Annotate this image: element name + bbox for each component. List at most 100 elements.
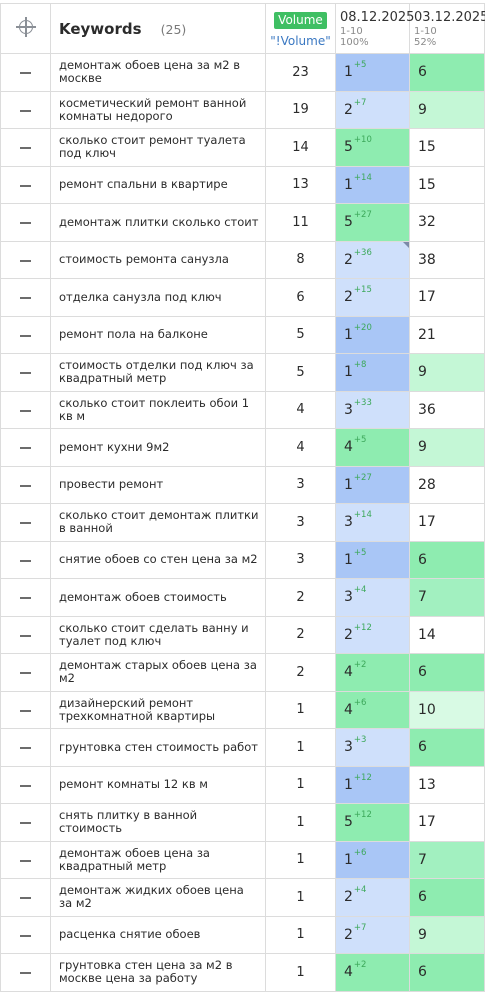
keyword-cell[interactable]: ремонт комнаты 12 кв м — [50, 765, 266, 804]
minus-icon[interactable] — [20, 747, 31, 750]
date-column-header-1[interactable]: 08.12.2025 1-10 100% — [335, 3, 414, 54]
exact-volume-toggle[interactable]: "!Volume" — [270, 34, 331, 48]
remove-cell[interactable] — [0, 615, 51, 654]
minus-icon[interactable] — [20, 709, 31, 712]
position-cell-date-2[interactable]: 6 — [409, 53, 485, 92]
position-cell-date-1[interactable]: 1+12 — [335, 765, 410, 804]
position-cell-date-1[interactable]: 5+12 — [335, 803, 410, 842]
minus-icon[interactable] — [20, 372, 31, 375]
keyword-cell[interactable]: ремонт пола на балконе — [50, 315, 266, 354]
remove-cell[interactable] — [0, 465, 51, 504]
minus-icon[interactable] — [20, 597, 31, 600]
position-cell-date-2[interactable]: 6 — [409, 653, 485, 692]
keyword-cell[interactable]: демонтаж плитки сколько стоит — [50, 203, 266, 242]
keyword-cell[interactable]: демонтаж обоев цена за м2 в москве — [50, 53, 266, 92]
position-cell-date-2[interactable]: 17 — [409, 278, 485, 317]
position-cell-date-1[interactable]: 1+8 — [335, 353, 410, 392]
minus-icon[interactable] — [20, 147, 31, 150]
position-cell-date-2[interactable]: 32 — [409, 203, 485, 242]
position-cell-date-2[interactable]: 9 — [409, 915, 485, 954]
position-cell-date-2[interactable]: 13 — [409, 765, 485, 804]
position-cell-date-1[interactable]: 3+4 — [335, 578, 410, 617]
keyword-cell[interactable]: грунтовка стен цена за м2 в москве цена … — [50, 953, 266, 992]
remove-cell[interactable] — [0, 353, 51, 392]
remove-cell[interactable] — [0, 128, 51, 167]
keyword-cell[interactable]: косметический ремонт ванной комнаты недо… — [50, 90, 266, 129]
position-cell-date-2[interactable]: 38 — [409, 240, 485, 279]
position-cell-date-1[interactable]: 2+36 — [335, 240, 410, 279]
remove-cell[interactable] — [0, 203, 51, 242]
keyword-cell[interactable]: расценка снятие обоев — [50, 915, 266, 954]
position-cell-date-2[interactable]: 14 — [409, 615, 485, 654]
keyword-cell[interactable]: снятие обоев со стен цена за м2 — [50, 540, 266, 579]
remove-cell[interactable] — [0, 953, 51, 992]
position-cell-date-1[interactable]: 2+15 — [335, 278, 410, 317]
position-cell-date-2[interactable]: 15 — [409, 165, 485, 204]
keyword-cell[interactable]: дизайнерский ремонт трехкомнатной кварти… — [50, 690, 266, 729]
remove-cell[interactable] — [0, 540, 51, 579]
keyword-cell[interactable]: ремонт кухни 9м2 — [50, 428, 266, 467]
keyword-cell[interactable]: демонтаж обоев цена за квадратный метр — [50, 840, 266, 879]
position-cell-date-2[interactable]: 9 — [409, 428, 485, 467]
remove-cell[interactable] — [0, 878, 51, 917]
keyword-cell[interactable]: демонтаж жидких обоев цена за м2 — [50, 878, 266, 917]
keyword-cell[interactable]: демонтаж обоев стоимость — [50, 578, 266, 617]
minus-icon[interactable] — [20, 72, 31, 75]
minus-icon[interactable] — [20, 559, 31, 562]
position-cell-date-2[interactable]: 6 — [409, 728, 485, 767]
remove-cell[interactable] — [0, 578, 51, 617]
position-cell-date-2[interactable]: 7 — [409, 840, 485, 879]
volume-column-header[interactable]: Volume "!Volume" — [265, 3, 336, 54]
remove-cell[interactable] — [0, 90, 51, 129]
position-cell-date-1[interactable]: 3+14 — [335, 503, 410, 542]
minus-icon[interactable] — [20, 634, 31, 637]
position-cell-date-2[interactable]: 36 — [409, 390, 485, 429]
position-cell-date-1[interactable]: 3+3 — [335, 728, 410, 767]
minus-icon[interactable] — [20, 184, 31, 187]
position-cell-date-1[interactable]: 1+6 — [335, 840, 410, 879]
minus-icon[interactable] — [20, 484, 31, 487]
keyword-cell[interactable]: сколько стоит ремонт туалета под ключ — [50, 128, 266, 167]
remove-cell[interactable] — [0, 165, 51, 204]
minus-icon[interactable] — [20, 522, 31, 525]
position-cell-date-2[interactable]: 17 — [409, 803, 485, 842]
keyword-cell[interactable]: провести ремонт — [50, 465, 266, 504]
position-cell-date-2[interactable]: 28 — [409, 465, 485, 504]
position-cell-date-1[interactable]: 4+5 — [335, 428, 410, 467]
minus-icon[interactable] — [20, 109, 31, 112]
position-cell-date-1[interactable]: 5+10 — [335, 128, 410, 167]
keyword-cell[interactable]: сколько стоит демонтаж плитки в ванной — [50, 503, 266, 542]
remove-cell[interactable] — [0, 765, 51, 804]
position-cell-date-1[interactable]: 1+27 — [335, 465, 410, 504]
position-cell-date-1[interactable]: 1+20 — [335, 315, 410, 354]
position-cell-date-2[interactable]: 6 — [409, 878, 485, 917]
keyword-cell[interactable]: стоимость отделки под ключ за квадратный… — [50, 353, 266, 392]
remove-cell[interactable] — [0, 390, 51, 429]
remove-cell[interactable] — [0, 428, 51, 467]
position-cell-date-2[interactable]: 17 — [409, 503, 485, 542]
position-cell-date-1[interactable]: 4+2 — [335, 953, 410, 992]
minus-icon[interactable] — [20, 784, 31, 787]
remove-cell[interactable] — [0, 653, 51, 692]
remove-cell[interactable] — [0, 690, 51, 729]
remove-cell[interactable] — [0, 315, 51, 354]
position-cell-date-2[interactable]: 9 — [409, 90, 485, 129]
minus-icon[interactable] — [20, 259, 31, 262]
crosshair-icon[interactable] — [15, 16, 36, 37]
position-cell-date-2[interactable]: 21 — [409, 315, 485, 354]
position-cell-date-1[interactable]: 5+27 — [335, 203, 410, 242]
keywords-column-header[interactable]: Keywords (25) — [50, 3, 266, 54]
date-column-header-2[interactable]: 03.12.2025 1-10 52% — [409, 3, 485, 54]
target-header-cell[interactable] — [0, 3, 51, 54]
minus-icon[interactable] — [20, 447, 31, 450]
keyword-cell[interactable]: сколько стоит сделать ванну и туалет под… — [50, 615, 266, 654]
keyword-cell[interactable]: сколько стоит поклеить обои 1 кв м — [50, 390, 266, 429]
remove-cell[interactable] — [0, 803, 51, 842]
minus-icon[interactable] — [20, 897, 31, 900]
position-cell-date-1[interactable]: 2+12 — [335, 615, 410, 654]
position-cell-date-1[interactable]: 4+6 — [335, 690, 410, 729]
position-cell-date-1[interactable]: 1+5 — [335, 53, 410, 92]
minus-icon[interactable] — [20, 409, 31, 412]
volume-sort-badge[interactable]: Volume — [274, 12, 327, 29]
keyword-cell[interactable]: стоимость ремонта санузла — [50, 240, 266, 279]
